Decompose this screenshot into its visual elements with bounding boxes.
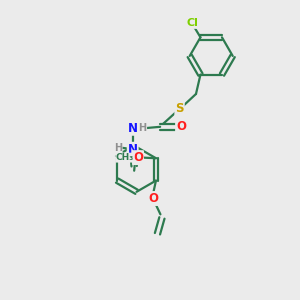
Text: N: N [128,143,138,156]
Text: CH₃: CH₃ [116,153,134,162]
Text: O: O [148,192,158,205]
Text: N: N [128,122,138,135]
Text: S: S [175,102,184,116]
Text: H: H [114,143,122,153]
Text: H: H [138,123,146,133]
Text: O: O [133,151,143,164]
Text: O: O [176,120,186,133]
Text: Cl: Cl [186,18,198,28]
